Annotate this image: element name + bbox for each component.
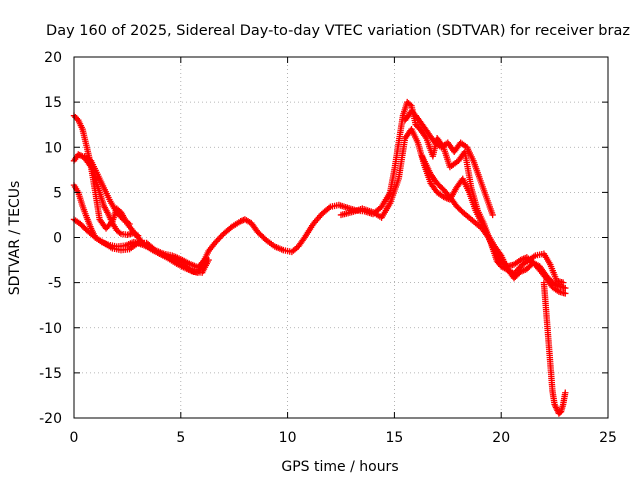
x-tick-label: 25 — [599, 430, 617, 446]
data-point — [325, 204, 333, 212]
series-low-start — [70, 216, 210, 271]
data-series — [70, 98, 569, 417]
series-upper-band — [401, 107, 496, 219]
y-tick-label: -15 — [39, 366, 62, 382]
x-tick-label: 15 — [385, 430, 403, 446]
y-axis-label: SDTVAR / TECUs — [7, 181, 23, 296]
y-tick-label: 20 — [44, 50, 62, 66]
chart-title: Day 160 of 2025, Sidereal Day-to-day VTE… — [46, 23, 630, 39]
series-morning-mid — [81, 153, 133, 228]
series-upper-start — [70, 112, 142, 239]
data-point — [133, 231, 140, 238]
axis-ticks: 0 5 10 15 20 25 -20 -15 -10 -5 0 5 10 15 20 — [39, 50, 617, 446]
series-drop — [540, 279, 569, 417]
x-tick-label: 20 — [492, 430, 510, 446]
series-lower-band — [418, 153, 569, 297]
x-tick-label: 10 — [279, 430, 297, 446]
data-point — [203, 255, 210, 262]
x-tick-label: 0 — [70, 430, 79, 446]
y-tick-label: 15 — [44, 95, 62, 111]
y-tick-label: 5 — [53, 185, 62, 201]
data-point — [134, 232, 142, 239]
data-point — [562, 284, 569, 292]
y-tick-label: 0 — [53, 231, 62, 247]
y-tick-label: -5 — [48, 276, 62, 292]
y-tick-label: 10 — [44, 140, 62, 156]
data-point — [126, 220, 133, 228]
grid — [74, 57, 608, 418]
x-axis-label: GPS time / hours — [281, 459, 398, 475]
y-tick-label: -10 — [39, 321, 62, 337]
data-point — [562, 290, 569, 297]
data-point — [406, 101, 414, 108]
y-tick-label: -20 — [39, 411, 62, 427]
data-point — [116, 229, 123, 236]
x-tick-label: 5 — [176, 430, 185, 446]
data-point — [489, 211, 496, 219]
data-point — [562, 389, 569, 396]
